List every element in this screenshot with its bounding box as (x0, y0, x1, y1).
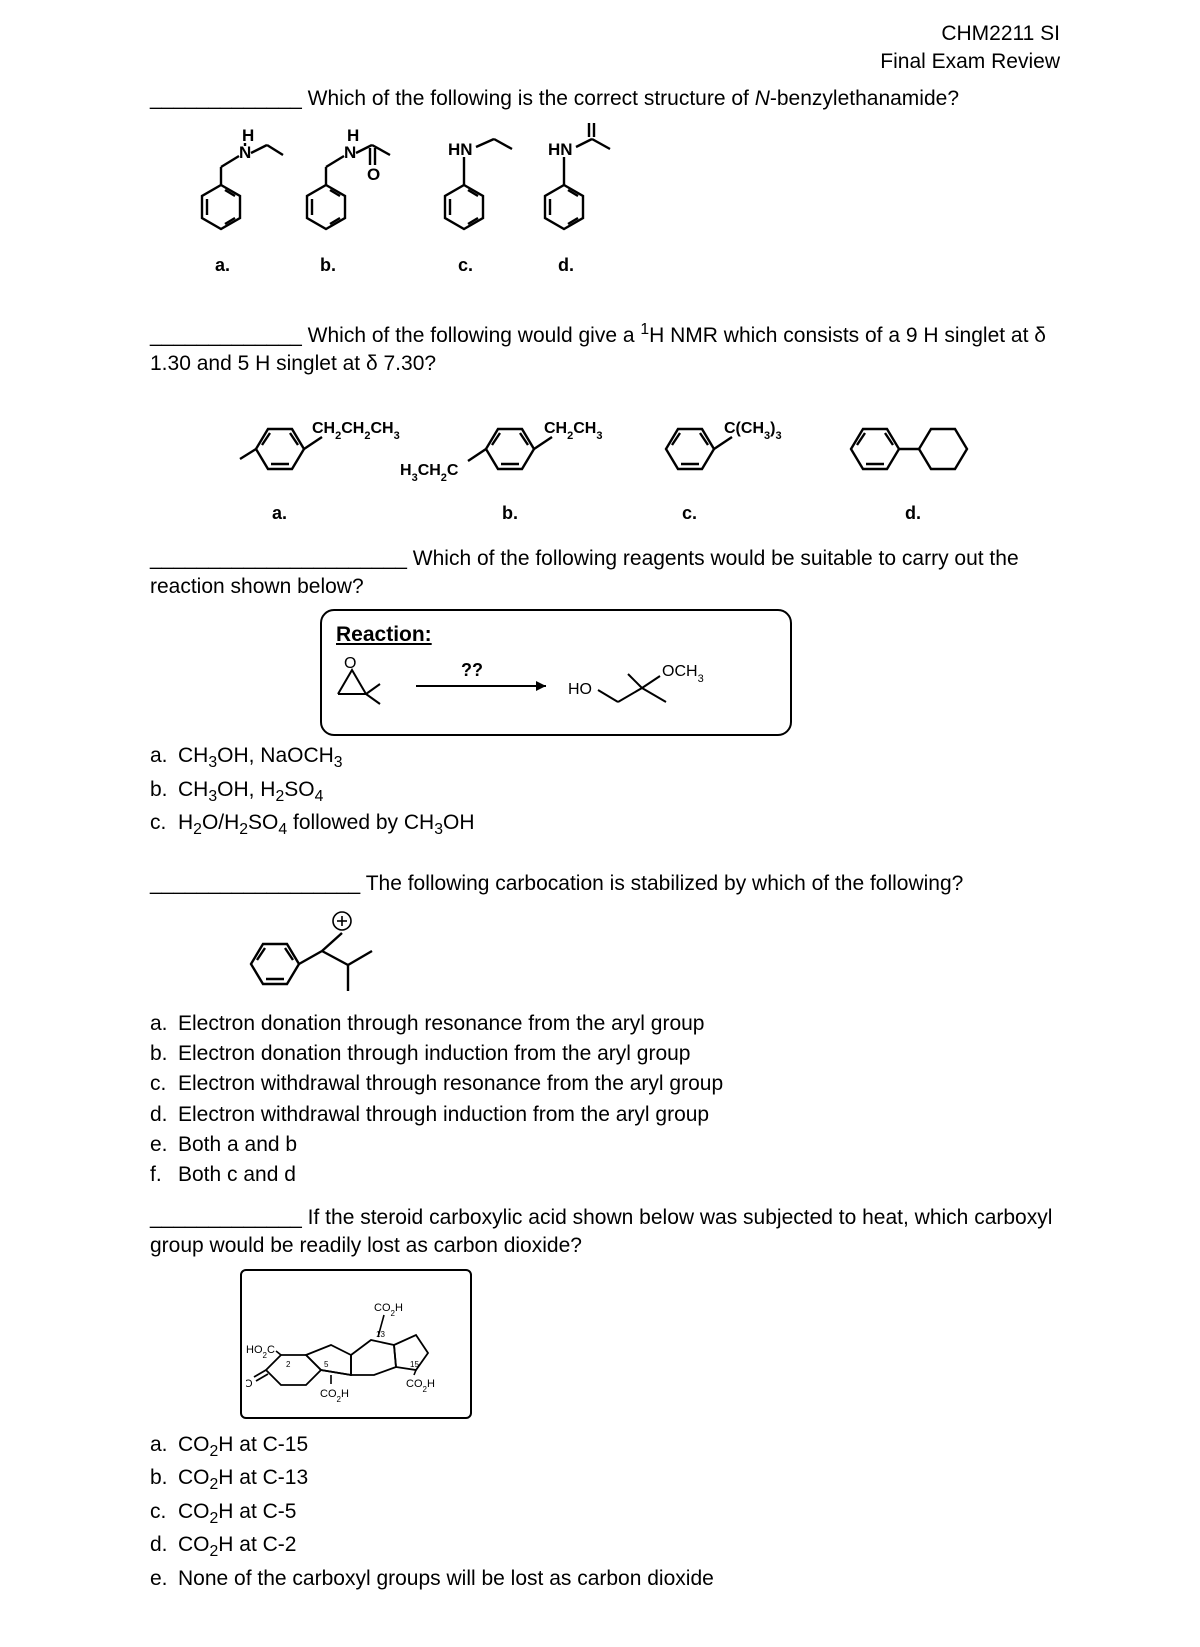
q3-prompt: ______________________ Which of the foll… (150, 545, 1060, 602)
svg-text:b.: b. (320, 255, 336, 275)
svg-text:O: O (246, 1378, 253, 1390)
answer-blank: _____________ (150, 85, 302, 113)
svg-text:O: O (344, 655, 356, 672)
svg-text:H3CH2C: H3CH2C (400, 462, 459, 484)
question-1: _____________ Which of the following is … (150, 85, 1060, 313)
page: CHM2211 SI Final Exam Review ___________… (0, 0, 1200, 1647)
page-header: CHM2211 SI Final Exam Review (150, 20, 1060, 77)
answer-blank: ______________________ (150, 545, 407, 573)
q4-text: The following carbocation is stabilized … (360, 872, 963, 895)
q4-option-c: c.Electron withdrawal through resonance … (150, 1070, 1060, 1098)
steroid-box: O HO2C CO2H CO2H CO2H 2 5 13 15 (240, 1269, 472, 1419)
svg-text:a.: a. (272, 503, 287, 523)
q4-options: a.Electron donation through resonance fr… (150, 1010, 1060, 1190)
svg-text:C(CH3)3: C(CH3)3 (724, 420, 782, 442)
svg-text:a.: a. (215, 255, 230, 275)
svg-text:c.: c. (682, 503, 697, 523)
q4-option-f: f.Both c and d (150, 1161, 1060, 1189)
q5-option-d: d.CO2H at C-2 (150, 1531, 1060, 1562)
q1-prompt: _____________ Which of the following is … (150, 85, 1060, 113)
reaction-title: Reaction: (336, 621, 776, 649)
svg-text:5: 5 (324, 1360, 329, 1369)
svg-text:CO2H: CO2H (406, 1378, 435, 1394)
q4-option-d: d.Electron withdrawal through induction … (150, 1101, 1060, 1129)
q1-structures: H N a. H N (190, 123, 1060, 313)
svg-text:2: 2 (286, 1360, 291, 1369)
question-2: _____________ Which of the following wou… (150, 319, 1060, 539)
reaction-box: Reaction: O ?? HO OCH3 (320, 609, 792, 736)
svg-text:HO2C: HO2C (246, 1344, 275, 1360)
svg-text:b.: b. (502, 503, 518, 523)
svg-text:CO2H: CO2H (374, 1302, 403, 1318)
svg-text:CH2CH3: CH2CH3 (544, 420, 602, 442)
header-line1: CHM2211 SI (150, 20, 1060, 48)
svg-text:d.: d. (558, 255, 574, 275)
q1-text-b: N (755, 87, 770, 110)
q2-prompt: _____________ Which of the following wou… (150, 319, 1060, 379)
q3-option-b: b.CH3OH, H2SO4 (150, 776, 1060, 807)
question-3: ______________________ Which of the foll… (150, 545, 1060, 841)
q1-text-c: -benzylethanamide? (770, 87, 959, 110)
q2-text-a: Which of the following would give a (302, 324, 641, 347)
svg-text:CH2CH2CH3: CH2CH2CH3 (312, 420, 400, 442)
q5-option-e: e.None of the carboxyl groups will be lo… (150, 1565, 1060, 1593)
svg-text:d.: d. (905, 503, 921, 523)
svg-text:15: 15 (410, 1360, 419, 1369)
q4-option-b: b.Electron donation through induction fr… (150, 1040, 1060, 1068)
svg-text:CO2H: CO2H (320, 1388, 349, 1404)
svg-text:N: N (344, 143, 356, 162)
q2-sup: 1 (640, 321, 649, 338)
answer-blank: __________________ (150, 870, 360, 898)
q5-options: a.CO2H at C-15 b.CO2H at C-13 c.CO2H at … (150, 1431, 1060, 1593)
question-5: _____________ If the steroid carboxylic … (150, 1204, 1060, 1593)
svg-text:13: 13 (376, 1330, 385, 1339)
q4-option-a: a.Electron donation through resonance fr… (150, 1010, 1060, 1038)
reaction-scheme: O ?? HO OCH3 (336, 654, 746, 714)
svg-text:??: ?? (461, 660, 483, 680)
q5-option-a: a.CO2H at C-15 (150, 1431, 1060, 1462)
q3-option-a: a.CH3OH, NaOCH3 (150, 742, 1060, 773)
answer-blank: _____________ (150, 1204, 302, 1232)
q4-prompt: __________________ The following carboca… (150, 870, 1060, 898)
svg-text:O: O (367, 165, 380, 184)
q5-option-c: c.CO2H at C-5 (150, 1498, 1060, 1529)
q1-text-a: Which of the following is the correct st… (302, 87, 755, 110)
svg-text:OCH3: OCH3 (662, 663, 704, 685)
question-4: __________________ The following carboca… (150, 870, 1060, 1189)
header-line2: Final Exam Review (150, 48, 1060, 76)
svg-text:HN: HN (448, 140, 473, 159)
q3-options: a.CH3OH, NaOCH3 b.CH3OH, H2SO4 c.H2O/H2S… (150, 742, 1060, 840)
svg-text:HO: HO (568, 681, 592, 698)
svg-text:c.: c. (458, 255, 473, 275)
answer-blank: _____________ (150, 322, 302, 350)
svg-text:O: O (586, 123, 599, 124)
q3-option-c: c.H2O/H2SO4 followed by CH3OH (150, 809, 1060, 840)
q2-structures: CH2CH2CH3 a. CH2CH3 H3CH2C b. C(CH3)3 (205, 389, 1060, 539)
q4-option-e: e.Both a and b (150, 1131, 1060, 1159)
q4-structure (240, 909, 1060, 1004)
q5-option-b: b.CO2H at C-13 (150, 1464, 1060, 1495)
q5-prompt: _____________ If the steroid carboxylic … (150, 1204, 1060, 1261)
svg-text:HN: HN (548, 140, 573, 159)
